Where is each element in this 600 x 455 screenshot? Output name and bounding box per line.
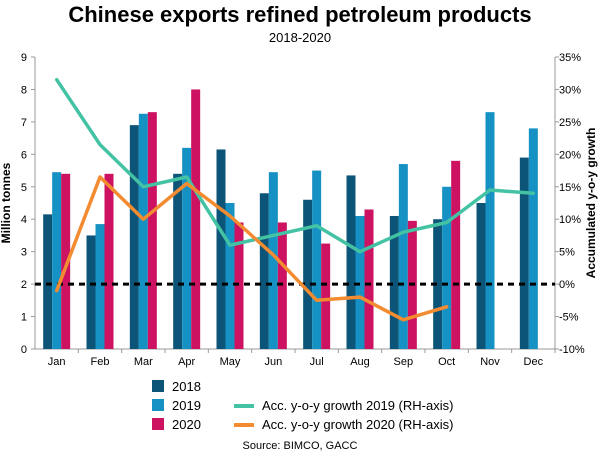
left-axis-ticks: 0 1 2 3 4 5 6 7 8 9: [21, 52, 35, 356]
bar-2020-Oct: [451, 160, 461, 349]
left-tick-label: 3: [21, 247, 27, 259]
legend-swatch-2019: [152, 399, 164, 411]
bar-2018-Dec: [519, 157, 529, 349]
x-tick-label: Apr: [178, 356, 195, 368]
left-axis-label: Million tonnes: [0, 162, 13, 243]
left-tick-label: 9: [21, 52, 27, 64]
line-growth-2019: [54, 77, 536, 254]
bar-2019-Jan: [52, 172, 62, 349]
bar-2020-Mar: [147, 112, 157, 350]
bar-2019-Dec: [528, 128, 538, 349]
left-tick-label: 8: [21, 84, 27, 96]
chart-title: Chinese exports refined petroleum produc…: [68, 2, 531, 27]
bar-2020-Apr: [191, 89, 201, 349]
bar-2018-Jul: [303, 199, 313, 349]
legend: 2018 2019 2020 Acc. y-o-y growth 2019 (R…: [152, 379, 453, 432]
left-tick-label: 5: [21, 182, 27, 194]
bar-2018-Nov: [476, 203, 486, 349]
bar-2020-Jun: [277, 222, 287, 349]
chart-subtitle: 2018-2020: [269, 30, 331, 45]
x-tick-label: Sep: [394, 356, 414, 368]
right-tick-label: 20%: [559, 149, 581, 161]
legend-label-2018: 2018: [172, 379, 201, 394]
bar-2018-Apr: [173, 173, 183, 349]
bar-2019-Jul: [312, 170, 322, 349]
x-tick-label: Oct: [438, 356, 455, 368]
left-tick-label: 7: [21, 117, 27, 129]
bar-2018-Aug: [346, 175, 356, 349]
bar-2018-Oct: [433, 219, 443, 349]
bar-2019-Mar: [138, 113, 148, 350]
bar-marks: [43, 89, 538, 350]
legend-label-2019: 2019: [172, 398, 201, 413]
right-axis-ticks: -10% -5% 0% 5% 10% 15% 20% 25% 30% 35%: [555, 52, 585, 356]
right-tick-label: 0%: [559, 279, 575, 291]
bar-2018-Mar: [129, 125, 139, 349]
bar-2019-Jun: [268, 172, 278, 349]
line-marks: [54, 77, 536, 322]
bar-2018-Feb: [86, 235, 96, 349]
right-tick-label: 5%: [559, 247, 575, 259]
left-tick-label: 4: [21, 214, 27, 226]
bar-2020-Jul: [321, 243, 331, 349]
bar-2020-Feb: [104, 173, 114, 349]
bar-2018-Sep: [389, 215, 399, 349]
right-tick-label: -5%: [559, 312, 579, 324]
x-axis-ticks: Jan Feb Mar Apr May Jun Jul Aug Sep Oct Nov Dec: [48, 349, 556, 368]
legend-label-2020: 2020: [172, 417, 201, 432]
right-tick-label: 35%: [559, 52, 581, 64]
x-tick-label: Feb: [91, 356, 110, 368]
bar-2020-Jan: [61, 173, 71, 349]
bar-2019-Nov: [485, 112, 495, 350]
bar-2019-Feb: [95, 224, 105, 349]
x-tick-label: Jun: [264, 356, 282, 368]
x-tick-label: May: [220, 356, 241, 368]
legend-label-growth-2019: Acc. y-o-y growth 2019 (RH-axis): [262, 398, 453, 413]
source-note: Source: BIMCO, GACC: [243, 440, 358, 452]
bar-2018-Jun: [259, 193, 269, 349]
bar-2020-Aug: [364, 209, 374, 349]
x-tick-label: Dec: [524, 356, 544, 368]
left-tick-label: 1: [21, 312, 27, 324]
x-tick-label: Aug: [350, 356, 370, 368]
legend-swatch-2020: [152, 418, 164, 430]
x-tick-label: Jan: [48, 356, 66, 368]
line-growth-2020: [54, 175, 449, 322]
x-tick-label: Mar: [134, 356, 153, 368]
right-tick-label: 10%: [559, 214, 581, 226]
bar-2019-Apr: [182, 147, 192, 349]
bar-2019-Sep: [398, 164, 408, 349]
bar-2018-May: [216, 149, 226, 349]
left-tick-label: 0: [21, 344, 27, 356]
bar-2018-Jan: [43, 214, 53, 349]
right-tick-label: 30%: [559, 84, 581, 96]
right-axis-label: Accumulated y-o-y growth: [584, 128, 598, 279]
legend-label-growth-2020: Acc. y-o-y growth 2020 (RH-axis): [262, 417, 453, 432]
right-tick-label: -10%: [559, 344, 585, 356]
x-tick-label: Nov: [480, 356, 500, 368]
right-tick-label: 25%: [559, 117, 581, 129]
legend-swatch-2018: [152, 380, 164, 392]
left-tick-label: 2: [21, 279, 27, 291]
bar-2019-Oct: [442, 186, 452, 349]
bar-2020-May: [234, 222, 244, 349]
right-tick-label: 15%: [559, 182, 581, 194]
bar-2019-May: [225, 203, 235, 349]
bar-2019-Aug: [355, 215, 365, 349]
left-tick-label: 6: [21, 149, 27, 161]
x-tick-label: Jul: [310, 356, 324, 368]
